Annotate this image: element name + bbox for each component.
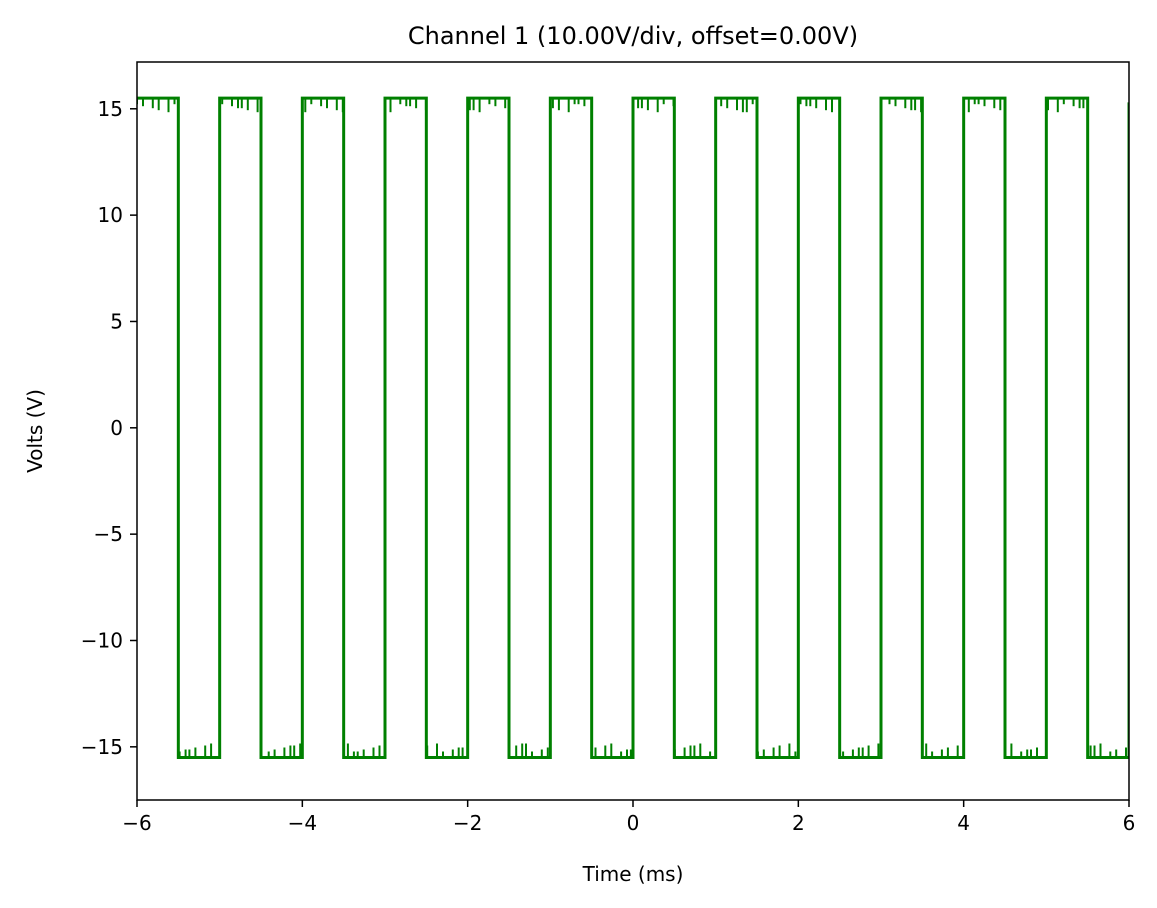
y-tick-label: 15 — [98, 97, 123, 121]
x-tick-label: −2 — [453, 811, 482, 835]
x-tick-label: 2 — [792, 811, 805, 835]
series-line — [137, 96, 1129, 759]
y-tick-label: −15 — [81, 735, 123, 759]
x-tick-label: −6 — [122, 811, 151, 835]
y-axis: −15 −10 −5 0 5 10 15 — [81, 97, 137, 759]
x-tick-label: 4 — [957, 811, 970, 835]
x-tick-label: 6 — [1123, 811, 1136, 835]
plot-area — [136, 61, 1130, 801]
x-axis-label: Time (ms) — [582, 862, 684, 886]
series-0 — [137, 96, 1129, 759]
y-tick-label: 10 — [98, 203, 123, 227]
x-tick-label: −4 — [288, 811, 317, 835]
x-axis: −6 −4 −2 0 2 4 6 — [122, 800, 1135, 835]
y-axis-label: Volts (V) — [23, 389, 47, 473]
y-tick-label: −10 — [81, 628, 123, 652]
y-tick-label: −5 — [94, 522, 123, 546]
y-tick-label: 5 — [110, 309, 123, 333]
y-tick-label: 0 — [110, 416, 123, 440]
chart-title: Channel 1 (10.00V/div, offset=0.00V) — [408, 22, 858, 50]
x-tick-label: 0 — [627, 811, 640, 835]
